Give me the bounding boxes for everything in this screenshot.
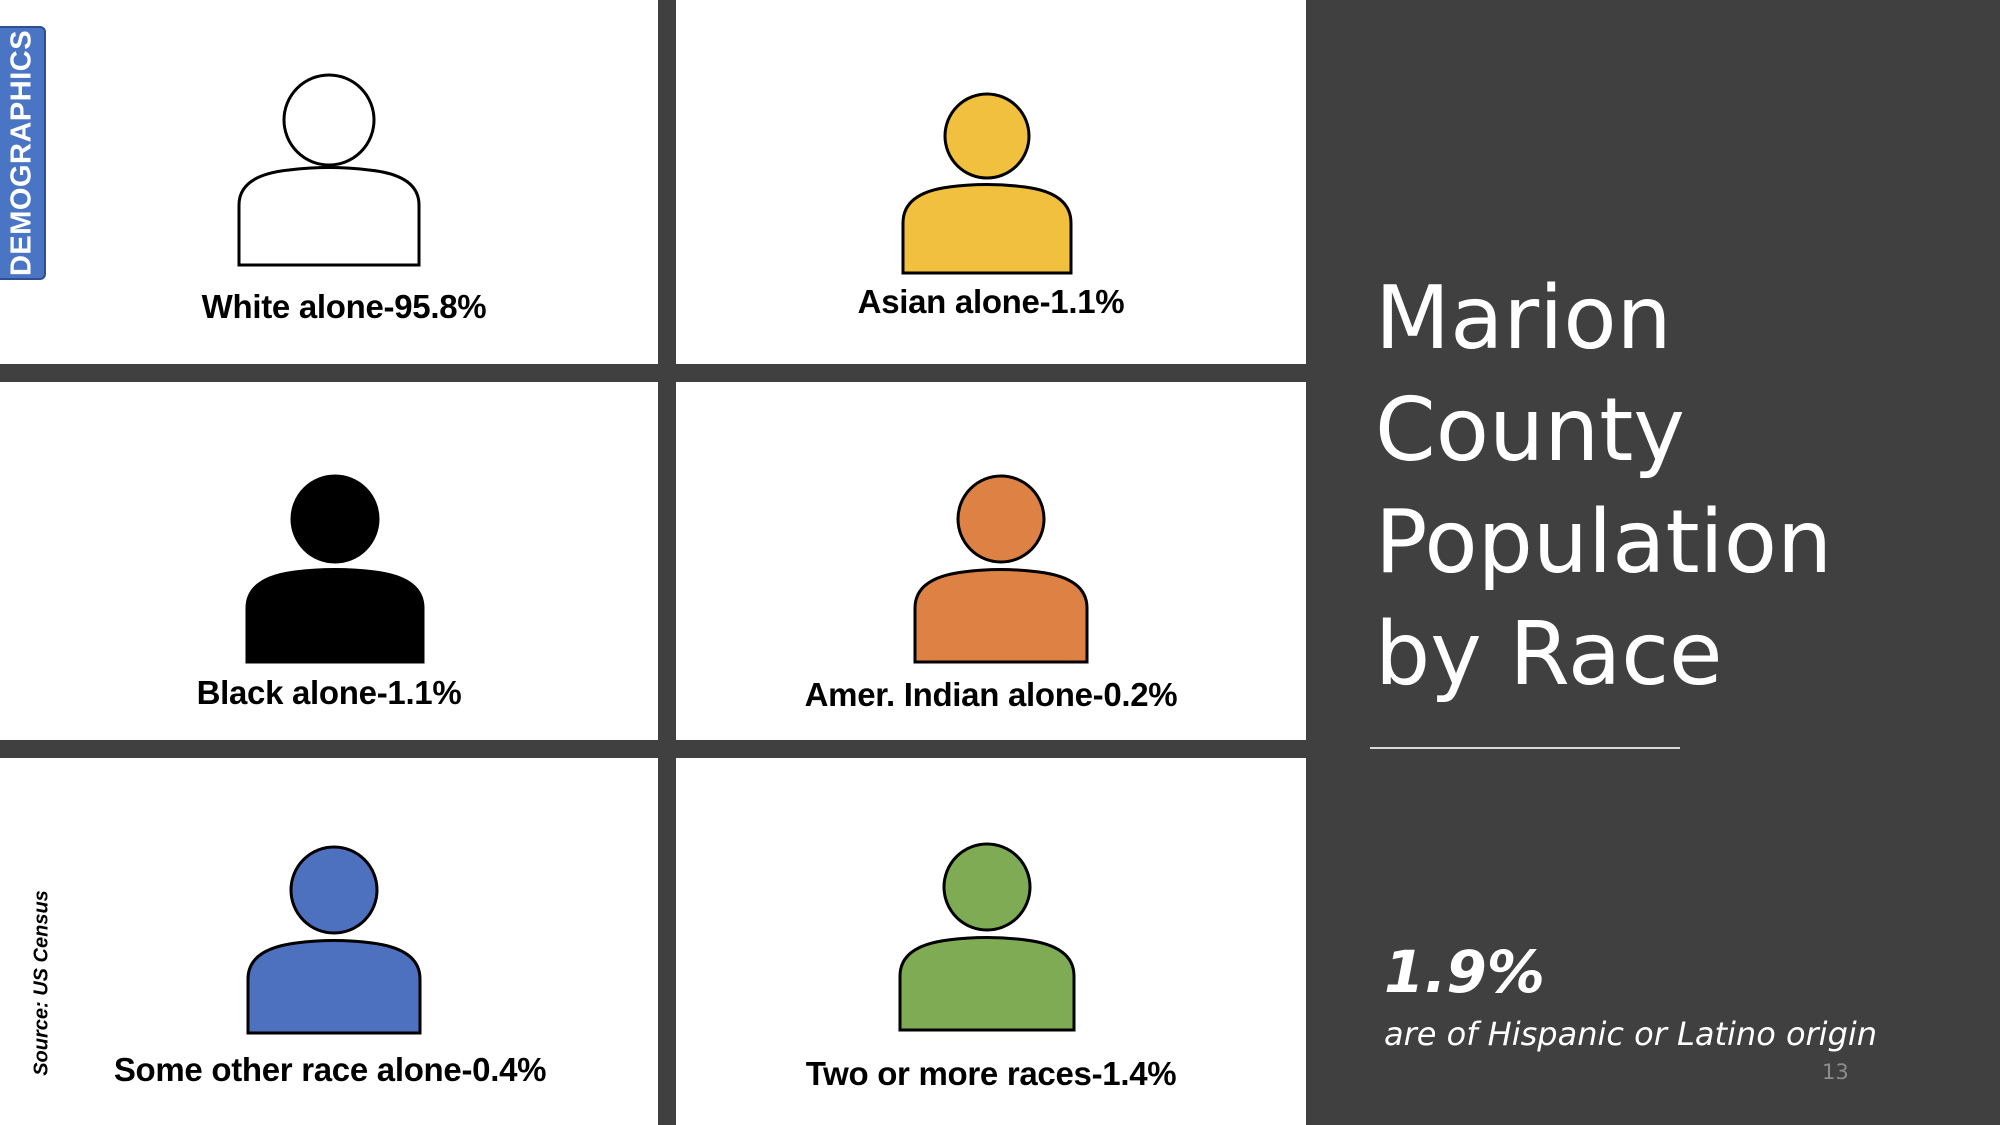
person-icon: [913, 474, 1089, 664]
person-icon: [901, 92, 1073, 275]
demographics-tab-label: DEMOGRAPHICS: [5, 29, 38, 277]
hispanic-stat-text: are of Hispanic or Latino origin: [1384, 1015, 1878, 1053]
cell-white: White alone-95.8%: [0, 0, 658, 364]
cell-some-other: Some other race alone-0.4%: [0, 758, 658, 1125]
cell-two-or-more: Two or more races-1.4%: [676, 758, 1306, 1125]
person-icon: [246, 845, 422, 1035]
title-line: Marion: [1375, 267, 1672, 369]
cell-label: White alone-95.8%: [201, 288, 487, 325]
slide-title: Marion County Population by Race: [1375, 262, 1935, 710]
cell-asian: Asian alone-1.1%: [676, 0, 1306, 364]
cell-label: Black alone-1.1%: [196, 674, 462, 711]
person-icon: [898, 842, 1076, 1032]
title-line: by Race: [1375, 603, 1723, 705]
person-icon: [237, 73, 421, 267]
cell-label: Some other race alone-0.4%: [113, 1051, 547, 1088]
title-line: County: [1375, 379, 1685, 481]
source-note: Source: US Census: [30, 890, 53, 1076]
cell-black: Black alone-1.1%: [0, 382, 658, 740]
cell-label: Amer. Indian alone-0.2%: [804, 676, 1178, 713]
page-number: 13: [1822, 1060, 1849, 1084]
cell-label: Two or more races-1.4%: [805, 1055, 1177, 1092]
person-icon: [245, 474, 425, 664]
hispanic-stat-value: 1.9%: [1384, 938, 1545, 1006]
cell-label: Asian alone-1.1%: [857, 283, 1125, 320]
title-divider: [1370, 747, 1680, 749]
demographics-tab: DEMOGRAPHICS: [0, 26, 46, 280]
cell-amer-indian: Amer. Indian alone-0.2%: [676, 382, 1306, 740]
title-line: Population: [1375, 491, 1833, 593]
